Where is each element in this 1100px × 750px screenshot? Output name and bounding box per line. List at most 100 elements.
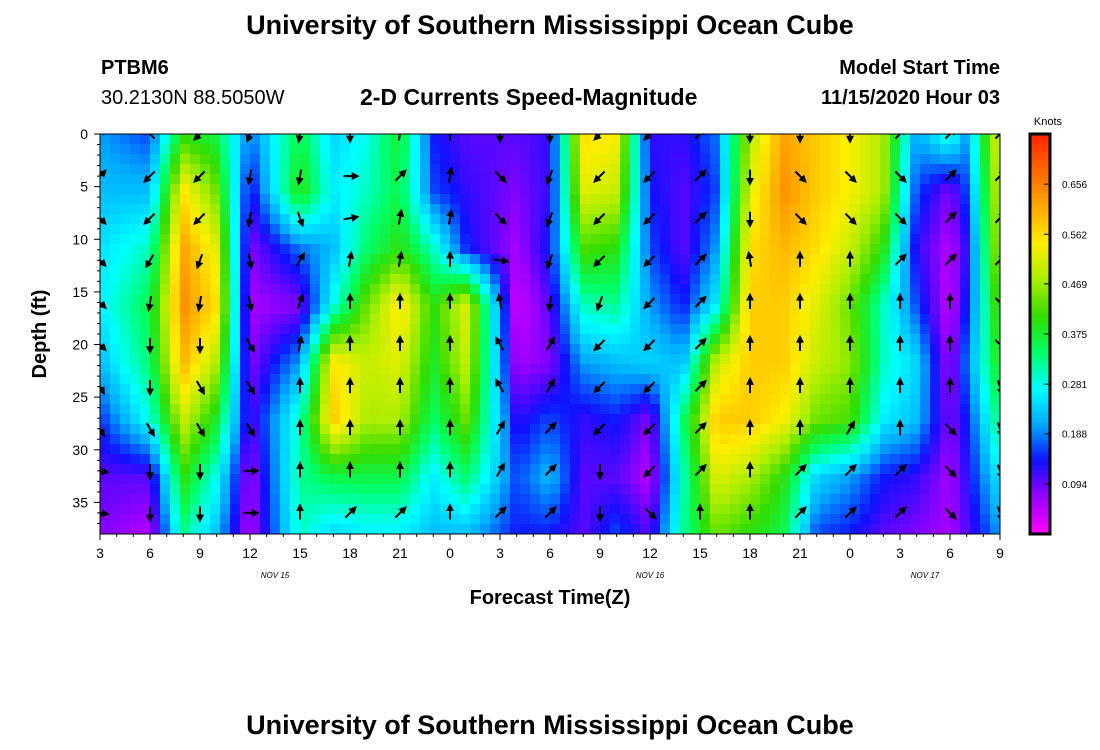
heatmap-cell: [700, 514, 711, 525]
heatmap-cell: [680, 464, 691, 475]
heatmap-cell: [670, 494, 681, 505]
heatmap-cell: [650, 144, 661, 155]
heatmap-cell: [990, 414, 1000, 425]
heatmap-cell: [420, 424, 431, 435]
heatmap-cell: [550, 484, 561, 495]
heatmap-cell: [590, 334, 601, 345]
heatmap-cell: [650, 504, 661, 515]
heatmap-cell: [690, 454, 701, 465]
heatmap-cell: [530, 344, 541, 355]
heatmap-cell: [220, 314, 231, 325]
heatmap-cell: [560, 274, 571, 285]
heatmap-cell: [620, 234, 631, 245]
heatmap-cell: [340, 354, 351, 365]
heatmap-cell: [460, 424, 471, 435]
heatmap-cell: [620, 494, 631, 505]
heatmap-cell: [410, 214, 421, 225]
heatmap-cell: [820, 174, 831, 185]
heatmap-cell: [510, 304, 521, 315]
heatmap-cell: [630, 174, 641, 185]
heatmap-cell: [320, 134, 331, 145]
heatmap-cell: [340, 464, 351, 475]
heatmap-cell: [190, 454, 201, 465]
heatmap-cell: [890, 174, 901, 185]
heatmap-cell: [830, 204, 841, 215]
heatmap-cell: [570, 394, 581, 405]
heatmap-cell: [750, 284, 761, 295]
heatmap-cell: [160, 144, 171, 155]
heatmap-cell: [160, 334, 171, 345]
heatmap-cell: [790, 374, 801, 385]
heatmap-cell: [820, 144, 831, 155]
heatmap-cell: [270, 174, 281, 185]
heatmap-cell: [400, 484, 411, 495]
heatmap-cell: [710, 304, 721, 315]
heatmap-cell: [440, 454, 451, 465]
heatmap-cell: [720, 424, 731, 435]
heatmap-cell: [800, 344, 811, 355]
heatmap-cell: [570, 474, 581, 485]
heatmap-cell: [510, 264, 521, 275]
heatmap-cell: [250, 374, 261, 385]
heatmap-cell: [670, 324, 681, 335]
heatmap-cell: [310, 444, 321, 455]
heatmap-cell: [370, 484, 381, 495]
heatmap-cell: [240, 214, 251, 225]
heatmap-cell: [710, 414, 721, 425]
heatmap-cell: [130, 204, 141, 215]
heatmap-cell: [150, 244, 161, 255]
heatmap-cell: [410, 134, 421, 145]
heatmap-cell: [640, 304, 651, 315]
heatmap-cell: [250, 324, 261, 335]
heatmap-cell: [370, 364, 381, 375]
heatmap-cell: [960, 204, 971, 215]
heatmap-cell: [460, 244, 471, 255]
heatmap-cell: [750, 184, 761, 195]
heatmap-cell: [300, 174, 311, 185]
heatmap-cell: [540, 294, 551, 305]
heatmap-cell: [720, 434, 731, 445]
heatmap-cell: [160, 434, 171, 445]
heatmap-cell: [380, 134, 391, 145]
heatmap-cell: [440, 484, 451, 495]
heatmap-cell: [360, 304, 371, 315]
heatmap-cell: [720, 494, 731, 505]
heatmap-cell: [720, 294, 731, 305]
heatmap-cell: [560, 434, 571, 445]
heatmap-cell: [940, 394, 951, 405]
heatmap-cell: [920, 444, 931, 455]
heatmap-cell: [780, 474, 791, 485]
heatmap-cell: [360, 414, 371, 425]
heatmap-cell: [960, 464, 971, 475]
heatmap-cell: [290, 224, 301, 235]
heatmap-cell: [500, 284, 511, 295]
heatmap-cell: [580, 354, 591, 365]
heatmap-cell: [720, 244, 731, 255]
heatmap-cell: [600, 364, 611, 375]
heatmap-cell: [530, 294, 541, 305]
heatmap-cell: [740, 324, 751, 335]
heatmap-cell: [950, 234, 961, 245]
heatmap-cell: [810, 474, 821, 485]
heatmap-cell: [270, 524, 281, 534]
heatmap-cell: [910, 304, 921, 315]
heatmap-cell: [620, 414, 631, 425]
current-arrow: [494, 170, 507, 183]
heatmap-cell: [810, 194, 821, 205]
heatmap-cell: [360, 374, 371, 385]
heatmap-cell: [230, 204, 241, 215]
heatmap-cell: [840, 194, 851, 205]
heatmap-cell: [110, 464, 121, 475]
heatmap-cell: [610, 514, 621, 525]
heatmap-cell: [980, 204, 991, 215]
heatmap-cell: [240, 374, 251, 385]
heatmap-cell: [920, 524, 931, 534]
heatmap-cell: [630, 334, 641, 345]
heatmap-cell: [320, 404, 331, 415]
heatmap-cell: [250, 514, 261, 525]
heatmap-cell: [670, 334, 681, 345]
heatmap-cell: [530, 304, 541, 315]
heatmap-cell: [630, 404, 641, 415]
heatmap-cell: [350, 164, 361, 175]
heatmap-cell: [260, 494, 271, 505]
